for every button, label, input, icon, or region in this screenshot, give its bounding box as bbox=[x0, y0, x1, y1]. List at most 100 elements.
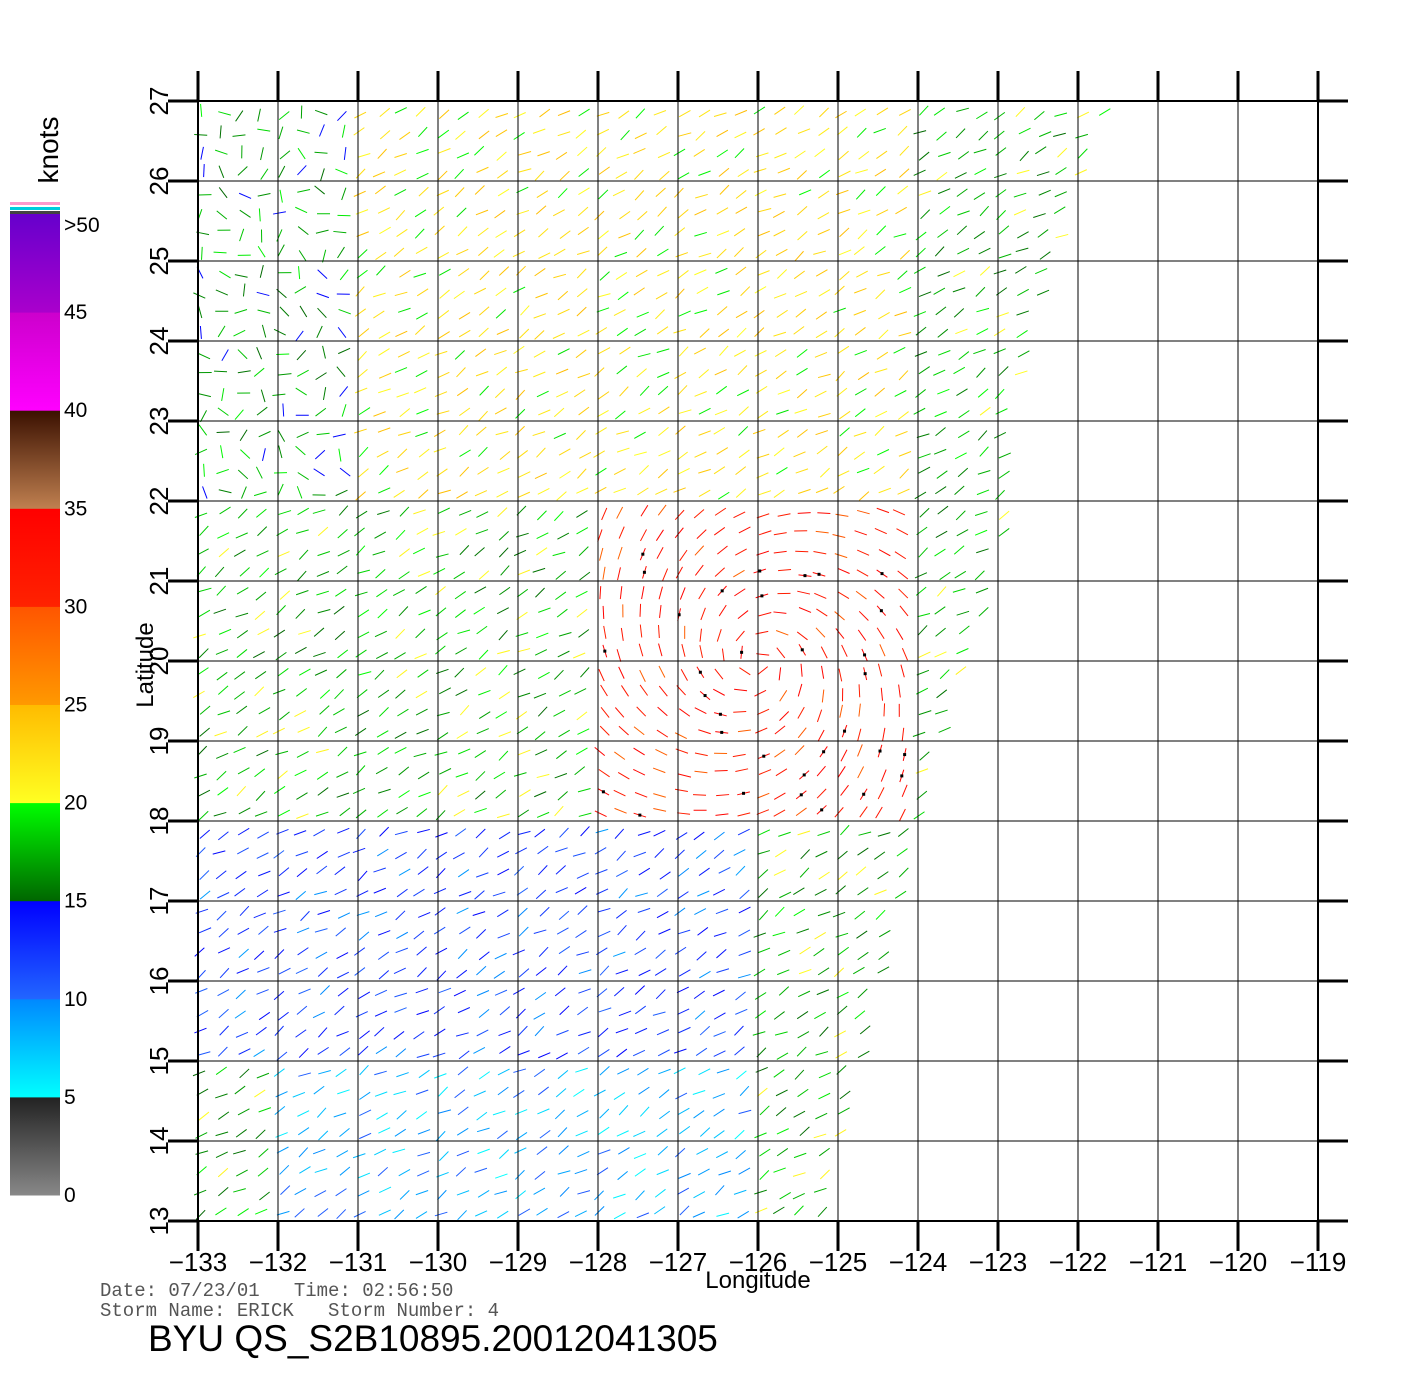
wind-barb bbox=[681, 643, 686, 657]
wind-barb bbox=[677, 812, 691, 815]
wind-barb bbox=[532, 431, 546, 437]
wind-barb bbox=[876, 209, 889, 216]
wind-barb bbox=[433, 206, 445, 216]
wind-barb bbox=[233, 329, 246, 337]
wind-barb bbox=[777, 389, 791, 395]
wind-barb bbox=[474, 547, 485, 557]
wind-barb bbox=[434, 350, 448, 356]
wind-barb bbox=[534, 1025, 545, 1037]
wind-barb bbox=[757, 708, 770, 716]
wind-barb bbox=[956, 188, 968, 197]
wind-barb bbox=[793, 270, 805, 280]
wind-barb bbox=[374, 989, 388, 997]
wind-barb bbox=[658, 406, 670, 415]
wind-barb bbox=[659, 170, 670, 181]
wind-barb bbox=[657, 1145, 668, 1156]
colorbar-segment bbox=[10, 214, 60, 313]
wind-barb bbox=[957, 151, 970, 160]
wind-barb bbox=[357, 350, 367, 362]
wind-barb bbox=[714, 769, 728, 772]
wind-barb bbox=[835, 513, 849, 517]
wind-barb bbox=[673, 1048, 687, 1054]
wind-barb bbox=[317, 1046, 329, 1055]
wind-barb bbox=[394, 1007, 407, 1013]
wind-barb bbox=[954, 172, 967, 179]
wind-barb bbox=[236, 587, 249, 595]
wind-barb bbox=[655, 749, 668, 756]
wind-barb bbox=[417, 1129, 431, 1135]
wind-barb bbox=[594, 1190, 604, 1201]
wind-barb bbox=[937, 271, 950, 277]
wind-barb bbox=[694, 752, 708, 757]
wind-barb bbox=[875, 289, 886, 300]
wind-barb bbox=[475, 371, 489, 377]
wind-barb bbox=[496, 607, 509, 615]
wind-barb bbox=[579, 451, 592, 459]
wind-barb bbox=[652, 1011, 666, 1016]
wind-barb bbox=[834, 1030, 847, 1038]
wind-barb bbox=[312, 1148, 326, 1155]
wind-barb bbox=[758, 888, 769, 898]
wind-barb bbox=[279, 306, 290, 317]
wind-barb bbox=[633, 147, 646, 154]
wind-barb bbox=[655, 309, 665, 320]
wind-barb bbox=[219, 270, 231, 279]
wind-barb bbox=[359, 1030, 370, 1040]
wind-barb bbox=[898, 451, 912, 457]
wind-barb bbox=[432, 1052, 446, 1058]
wind-barb bbox=[599, 547, 604, 561]
wind-barb bbox=[817, 831, 831, 837]
wind-barb bbox=[217, 1167, 229, 1178]
wind-barb bbox=[774, 749, 786, 758]
wind-barb bbox=[936, 131, 947, 141]
wind-barb bbox=[934, 548, 946, 557]
wind-barb bbox=[978, 607, 989, 617]
wind-barb bbox=[598, 769, 610, 778]
wind-barb bbox=[556, 608, 568, 618]
wind-barb bbox=[356, 269, 368, 279]
wind-barb bbox=[678, 132, 692, 137]
wind-barb bbox=[797, 1088, 809, 1098]
wind-barb bbox=[234, 309, 248, 314]
wind-barb bbox=[215, 1151, 228, 1158]
wind-barb bbox=[496, 151, 507, 161]
wind-barb bbox=[693, 990, 705, 1000]
wind-barb bbox=[594, 367, 605, 377]
wind-barb bbox=[476, 166, 489, 173]
wind-barb bbox=[434, 391, 448, 398]
wind-barb bbox=[797, 706, 805, 719]
wind-barb bbox=[796, 367, 808, 376]
wind-barb bbox=[577, 226, 589, 236]
wind-barb bbox=[436, 410, 450, 415]
wind-barb bbox=[554, 805, 564, 817]
wind-barb bbox=[598, 1007, 612, 1013]
colorbar-label: 30 bbox=[64, 595, 87, 618]
wind-barb bbox=[257, 831, 269, 839]
wind-barb bbox=[853, 451, 866, 460]
wind-barb bbox=[657, 706, 668, 717]
wind-barb bbox=[354, 308, 367, 317]
wind-barb bbox=[475, 529, 489, 535]
wind-barb bbox=[818, 289, 831, 297]
wind-barb bbox=[859, 1025, 871, 1035]
wind-barb bbox=[679, 587, 686, 600]
wind-barb bbox=[575, 349, 587, 359]
wind-barb bbox=[937, 229, 949, 238]
wind-barb bbox=[477, 227, 489, 237]
wind-barb bbox=[797, 727, 807, 739]
wind-barb bbox=[234, 691, 246, 700]
wind-barb bbox=[257, 967, 270, 973]
wind-barb bbox=[272, 727, 285, 735]
wind-barb bbox=[539, 108, 551, 118]
wind-barb bbox=[754, 1010, 767, 1019]
wind-barb bbox=[517, 648, 531, 653]
wind-barb bbox=[375, 569, 386, 579]
wind-barb bbox=[217, 947, 231, 954]
wind-barb bbox=[857, 229, 868, 240]
wind-barb bbox=[534, 731, 546, 741]
wind-barb bbox=[575, 747, 588, 755]
wind-barb bbox=[816, 765, 826, 777]
wind-barb bbox=[235, 1129, 247, 1138]
wind-barb bbox=[573, 652, 586, 659]
wind-barb bbox=[375, 767, 388, 775]
